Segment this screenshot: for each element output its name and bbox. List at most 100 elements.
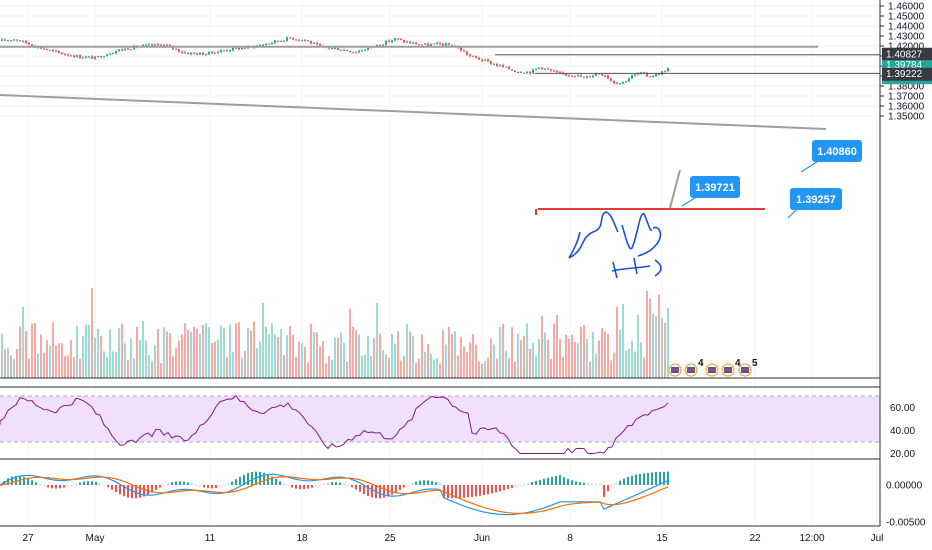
volume-bar [4,349,6,378]
macd-histogram-bar [83,481,85,485]
candle-body [244,47,246,49]
volume-bar [13,358,15,378]
volume-bar [541,316,543,378]
volume-bar [640,342,642,378]
candle-body [85,56,87,58]
volume-bar [214,341,216,378]
macd-histogram-bar [147,485,149,495]
candle-body [664,71,666,73]
candle-body [511,69,513,71]
candle-body [619,83,621,85]
macd-histogram-bar [347,485,349,486]
candle-body [583,76,585,78]
volume-bar [286,335,288,378]
volume-bar [82,335,84,378]
candle-body [16,39,18,41]
volume-bar [535,355,537,378]
macd-histogram-bar [7,478,9,485]
candle-body [61,52,63,55]
volume-bar [43,352,45,378]
candle-body [571,75,573,77]
candle-body [547,68,549,70]
candle-body [616,83,618,85]
volume-bar [445,344,447,378]
macd-histogram-bar [163,485,165,486]
candle-body [295,39,297,41]
volume-bar [139,339,141,378]
macd-histogram-bar [171,482,173,485]
volume-bar [49,345,51,378]
candle-body [496,63,498,66]
macd-histogram-bar [99,483,101,485]
volume-bar [40,334,42,378]
candle-body [70,55,72,57]
volume-bar [349,308,351,378]
volume-bar [52,322,54,378]
macd-histogram-bar [155,485,157,490]
macd-histogram-bar [75,483,77,485]
price-tick-label: 1.42000 [888,42,925,53]
volume-bar [358,334,360,378]
macd-histogram-bar [507,485,509,490]
macd-histogram-bar [159,485,161,488]
volume-bars [0,288,880,379]
candle-body [262,44,264,46]
macd-histogram-bar [115,485,117,493]
candle-body [601,74,603,76]
volume-bar [244,350,246,378]
volume-bar [313,331,315,378]
event-count: 4 [698,358,704,369]
macd-histogram-bar [547,477,549,485]
candle-body [568,75,570,77]
macd-histogram-bar [223,485,225,486]
volume-bar [127,359,129,378]
volume-bar [172,356,174,378]
volume-bar [232,351,234,378]
macd-histogram-bar [59,485,61,489]
macd-pane [0,471,669,516]
candle-body [226,50,228,52]
volume-bar [562,356,564,378]
candle-body [52,49,54,51]
candle-body [532,69,534,74]
volume-bar [379,333,381,378]
candle-body [292,38,294,40]
macd-histogram-bar [435,482,437,485]
macd-histogram-bar [407,485,409,486]
macd-tick-label: 0.00000 [886,481,923,492]
candle-body [169,45,171,47]
candle-body [475,55,477,58]
macd-histogram-bar [275,478,277,485]
volume-bar [136,326,138,378]
volume-bar [421,334,423,378]
macd-histogram-bar [319,485,321,486]
macd-histogram-bar [487,485,489,495]
volume-bar [415,363,417,378]
candle-body [613,80,615,84]
macd-histogram-bar [91,481,93,485]
volume-bar [406,323,408,378]
volume-bar [568,338,570,378]
candle-body [298,39,300,41]
macd-histogram-bar [543,478,545,485]
macd-histogram-bar [535,480,537,485]
candle-body [127,48,129,50]
candle-body [379,44,381,46]
volume-bar [424,351,426,378]
macd-histogram-bar [15,475,17,485]
volume-bar [202,324,204,378]
volume-bar [145,340,147,378]
candle-body [283,40,285,42]
time-tick-label: 15 [656,533,668,544]
flag-stripe [687,369,695,371]
candle-body [94,56,96,59]
event-count: 5 [752,358,758,369]
callout-target: 1.39721 [695,182,735,194]
macd-histogram-bar [571,480,573,485]
volume-bar [115,352,117,378]
volume-bar [430,354,432,378]
candle-body [271,43,273,45]
candle-body [280,40,282,42]
macd-histogram-bar [643,473,645,485]
